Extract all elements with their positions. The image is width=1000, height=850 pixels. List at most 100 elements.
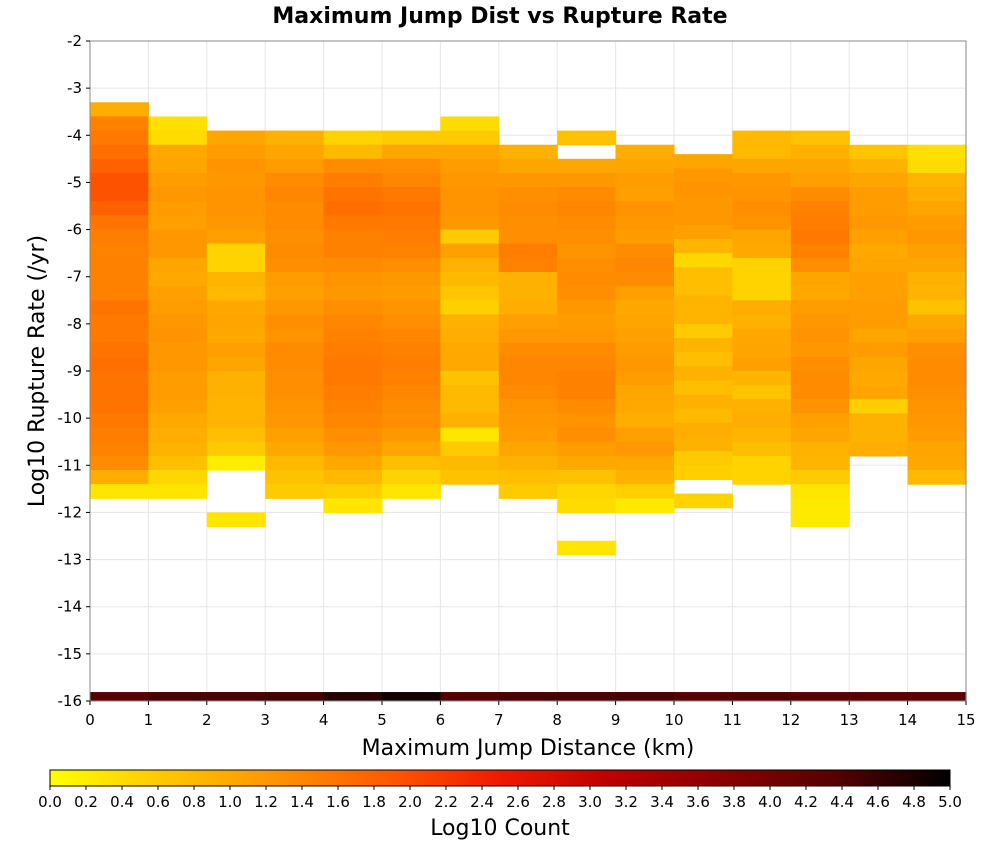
heatmap-cell [849,158,909,174]
x-tick-label: 15 [956,711,975,729]
y-tick-label: -10 [58,409,83,427]
x-tick-label: 5 [377,711,387,729]
heatmap-cell [206,441,266,457]
heatmap-cell [206,413,266,429]
heatmap-cell [732,441,792,457]
heatmap-cell [265,314,325,330]
heatmap-cell [382,158,441,174]
y-tick-label: -7 [67,268,82,286]
y-tick-label: -12 [58,503,83,521]
heatmap-cell [674,338,733,353]
heatmap-cell [907,173,967,188]
heatmap-cell [674,394,733,410]
heatmap-cell [557,314,617,330]
x-tick-label: 7 [494,711,504,729]
heatmap-cell [557,187,617,202]
heatmap-cell [907,286,967,301]
heatmap-cell [674,210,733,226]
heatmap-cell [790,484,850,499]
x-axis-ticks: 0 1 2 3 4 5 6 7 8 9 10 11 12 13 14 15 [85,701,976,729]
heatmap-cell [265,257,325,273]
heatmap-cell [557,201,617,217]
heatmap-cell [90,413,149,429]
colorbar-tick-label: 2.2 [434,793,458,811]
colorbar-tick-label: 2.8 [542,793,566,811]
colorbar-tick-label: 3.8 [722,793,746,811]
heatmap-cell [382,300,441,316]
heatmap-cell [440,427,500,443]
heatmap-cell [323,286,383,301]
heatmap-cell [615,692,675,701]
heatmap-cell [615,413,675,429]
heatmap-cell [790,243,850,259]
heatmap-cell [90,257,149,273]
heatmap-cell [674,239,733,254]
heatmap-cell [849,427,909,443]
heatmap-cell [265,413,325,429]
heatmap-cell [206,427,266,443]
heatmap-cell [732,130,792,146]
heatmap-cell [206,314,266,330]
heatmap-cell [615,399,675,415]
heatmap-cell [323,413,383,429]
heatmap-cell [382,144,441,160]
heatmap-cell [615,187,675,202]
heatmap-cell [615,385,675,400]
heatmap-cell [557,229,617,245]
heatmap-cell [440,257,500,273]
x-tick-label: 13 [840,711,859,729]
y-tick-label: -3 [67,79,82,97]
heatmap-cell [265,187,325,202]
heatmap-cell [206,215,266,231]
heatmap-cell [498,286,558,301]
heatmap-cell [615,286,675,301]
heatmap-cell [732,144,792,160]
heatmap-cell [323,371,383,386]
heatmap-cell [90,692,149,701]
heatmap-cell [674,380,733,396]
heatmap-cell [732,272,792,287]
heatmap-cell [790,300,850,316]
heatmap-cell [323,427,383,443]
heatmap-cell [148,342,208,358]
colorbar-tick-label: 0.4 [110,793,134,811]
heatmap-cell [206,144,266,160]
heatmap-cell [148,286,208,301]
heatmap-cell [206,158,266,174]
heatmap-cell [440,413,500,429]
y-tick-label: -11 [58,456,83,474]
heatmap-cell [382,272,441,287]
heatmap-cell [323,470,383,485]
heatmap-cell [907,413,967,429]
heatmap-cell [265,342,325,358]
colorbar-tick-label: 1.0 [218,793,242,811]
heatmap-cell [557,470,617,485]
heatmap-cell [90,201,149,217]
colorbar-tick-label: 4.2 [794,793,818,811]
heatmap-cell [90,286,149,301]
heatmap-cell [790,385,850,400]
colorbar-ticks: 0.0 0.2 0.4 0.6 0.8 1.0 1.2 1.4 1.6 1.8 2.0 2.2 2.4 2… [38,786,962,811]
colorbar-tick-label: 2.6 [506,793,530,811]
heatmap-cell [907,158,967,174]
colorbar-tick-label: 5.0 [938,793,962,811]
colorbar-tick-label: 0.8 [182,793,206,811]
y-tick-label: -2 [67,32,82,50]
colorbar-tick-label: 2.4 [470,793,494,811]
heatmap-cell [907,328,967,344]
heatmap-cell [615,243,675,259]
heatmap-cell [382,399,441,415]
heatmap-cell [907,441,967,457]
heatmap-cell [148,328,208,344]
heatmap-cell [790,498,850,514]
heatmap-cell [790,413,850,429]
y-tick-label: -8 [67,315,82,333]
heatmap-cell [90,144,149,160]
x-tick-label: 2 [202,711,212,729]
heatmap-cell [440,300,500,316]
heatmap-cell [557,455,617,471]
heatmap-cell [440,229,500,245]
heatmap-cell [557,498,617,514]
heatmap-cell [732,229,792,245]
heatmap-cell [148,144,208,160]
